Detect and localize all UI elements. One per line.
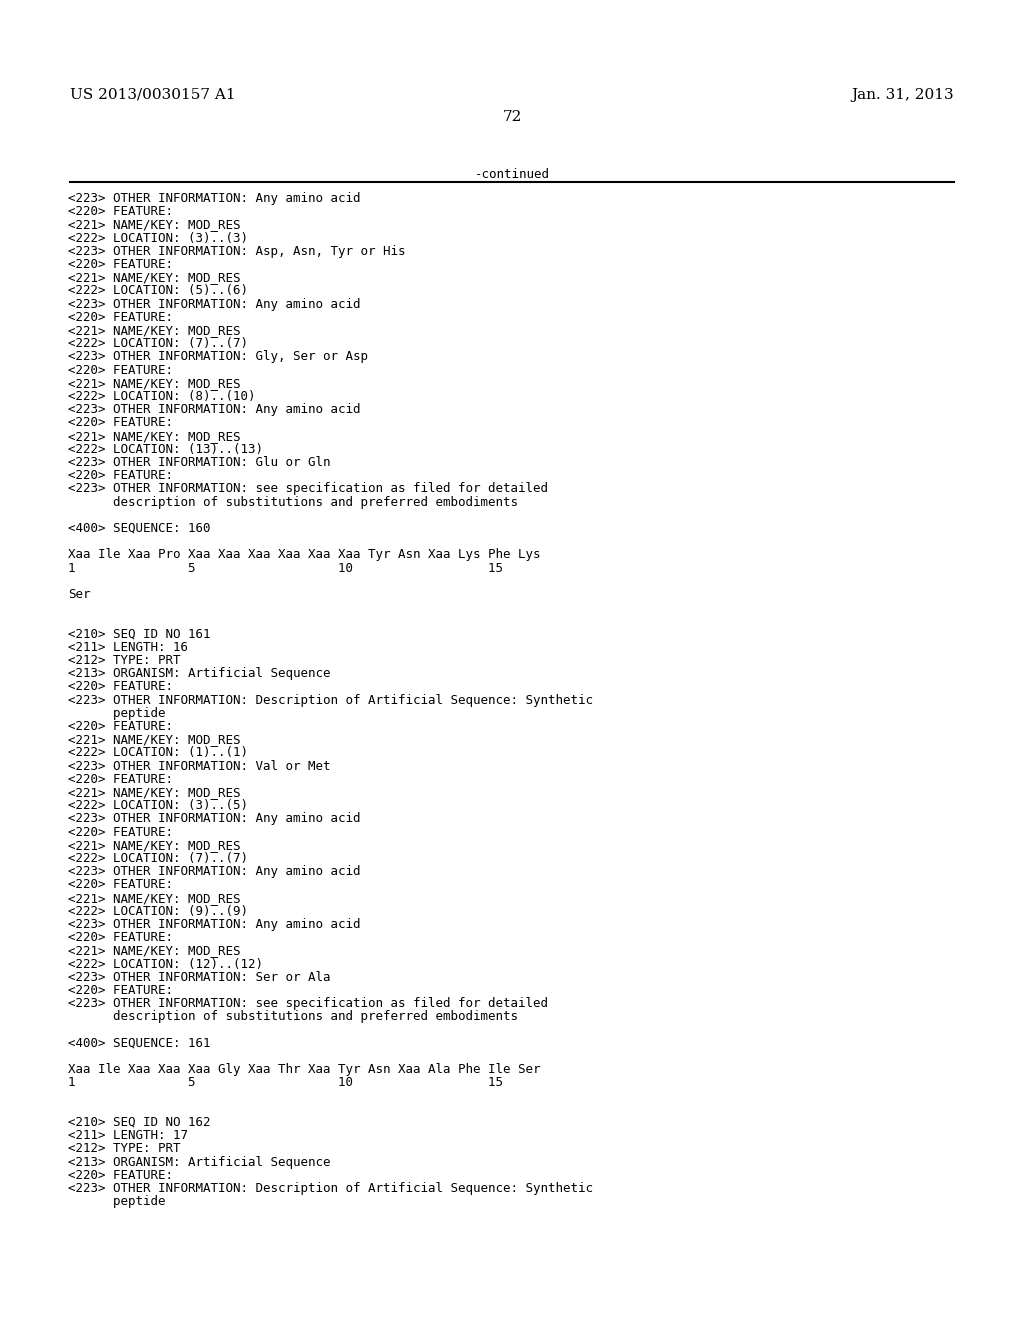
Text: <213> ORGANISM: Artificial Sequence: <213> ORGANISM: Artificial Sequence (68, 667, 331, 680)
Text: <220> FEATURE:: <220> FEATURE: (68, 719, 173, 733)
Text: <221> NAME/KEY: MOD_RES: <221> NAME/KEY: MOD_RES (68, 271, 241, 284)
Text: 72: 72 (503, 110, 521, 124)
Text: Xaa Ile Xaa Xaa Xaa Gly Xaa Thr Xaa Tyr Asn Xaa Ala Phe Ile Ser: Xaa Ile Xaa Xaa Xaa Gly Xaa Thr Xaa Tyr … (68, 1063, 541, 1076)
Text: <223> OTHER INFORMATION: Gly, Ser or Asp: <223> OTHER INFORMATION: Gly, Ser or Asp (68, 350, 368, 363)
Text: <223> OTHER INFORMATION: Val or Met: <223> OTHER INFORMATION: Val or Met (68, 759, 331, 772)
Text: <221> NAME/KEY: MOD_RES: <221> NAME/KEY: MOD_RES (68, 376, 241, 389)
Text: US 2013/0030157 A1: US 2013/0030157 A1 (70, 88, 236, 102)
Text: <223> OTHER INFORMATION: Any amino acid: <223> OTHER INFORMATION: Any amino acid (68, 917, 360, 931)
Text: <223> OTHER INFORMATION: Any amino acid: <223> OTHER INFORMATION: Any amino acid (68, 812, 360, 825)
Text: <223> OTHER INFORMATION: Asp, Asn, Tyr or His: <223> OTHER INFORMATION: Asp, Asn, Tyr o… (68, 244, 406, 257)
Text: <221> NAME/KEY: MOD_RES: <221> NAME/KEY: MOD_RES (68, 785, 241, 799)
Text: <223> OTHER INFORMATION: Any amino acid: <223> OTHER INFORMATION: Any amino acid (68, 403, 360, 416)
Text: <220> FEATURE:: <220> FEATURE: (68, 772, 173, 785)
Text: <223> OTHER INFORMATION: Description of Artificial Sequence: Synthetic: <223> OTHER INFORMATION: Description of … (68, 1181, 593, 1195)
Text: <212> TYPE: PRT: <212> TYPE: PRT (68, 1142, 180, 1155)
Text: <220> FEATURE:: <220> FEATURE: (68, 469, 173, 482)
Text: <211> LENGTH: 17: <211> LENGTH: 17 (68, 1129, 188, 1142)
Text: <223> OTHER INFORMATION: see specification as filed for detailed: <223> OTHER INFORMATION: see specificati… (68, 482, 548, 495)
Text: <220> FEATURE:: <220> FEATURE: (68, 363, 173, 376)
Text: <220> FEATURE:: <220> FEATURE: (68, 983, 173, 997)
Text: <221> NAME/KEY: MOD_RES: <221> NAME/KEY: MOD_RES (68, 891, 241, 904)
Text: <222> LOCATION: (7)..(7): <222> LOCATION: (7)..(7) (68, 337, 248, 350)
Text: <223> OTHER INFORMATION: see specification as filed for detailed: <223> OTHER INFORMATION: see specificati… (68, 997, 548, 1010)
Text: <220> FEATURE:: <220> FEATURE: (68, 205, 173, 218)
Text: description of substitutions and preferred embodiments: description of substitutions and preferr… (68, 1010, 518, 1023)
Text: <221> NAME/KEY: MOD_RES: <221> NAME/KEY: MOD_RES (68, 838, 241, 851)
Text: <220> FEATURE:: <220> FEATURE: (68, 878, 173, 891)
Text: <220> FEATURE:: <220> FEATURE: (68, 416, 173, 429)
Text: peptide: peptide (68, 706, 166, 719)
Text: 1               5                   10                  15: 1 5 10 15 (68, 1076, 503, 1089)
Text: <222> LOCATION: (12)..(12): <222> LOCATION: (12)..(12) (68, 957, 263, 970)
Text: <221> NAME/KEY: MOD_RES: <221> NAME/KEY: MOD_RES (68, 429, 241, 442)
Text: <221> NAME/KEY: MOD_RES: <221> NAME/KEY: MOD_RES (68, 323, 241, 337)
Text: <221> NAME/KEY: MOD_RES: <221> NAME/KEY: MOD_RES (68, 218, 241, 231)
Text: <223> OTHER INFORMATION: Description of Artificial Sequence: Synthetic: <223> OTHER INFORMATION: Description of … (68, 693, 593, 706)
Text: <210> SEQ ID NO 162: <210> SEQ ID NO 162 (68, 1115, 211, 1129)
Text: Xaa Ile Xaa Pro Xaa Xaa Xaa Xaa Xaa Xaa Tyr Asn Xaa Lys Phe Lys: Xaa Ile Xaa Pro Xaa Xaa Xaa Xaa Xaa Xaa … (68, 548, 541, 561)
Text: Jan. 31, 2013: Jan. 31, 2013 (852, 88, 954, 102)
Text: <222> LOCATION: (5)..(6): <222> LOCATION: (5)..(6) (68, 284, 248, 297)
Text: <211> LENGTH: 16: <211> LENGTH: 16 (68, 640, 188, 653)
Text: <221> NAME/KEY: MOD_RES: <221> NAME/KEY: MOD_RES (68, 944, 241, 957)
Text: <400> SEQUENCE: 161: <400> SEQUENCE: 161 (68, 1036, 211, 1049)
Text: description of substitutions and preferred embodiments: description of substitutions and preferr… (68, 495, 518, 508)
Text: <223> OTHER INFORMATION: Any amino acid: <223> OTHER INFORMATION: Any amino acid (68, 297, 360, 310)
Text: <222> LOCATION: (8)..(10): <222> LOCATION: (8)..(10) (68, 389, 256, 403)
Text: <222> LOCATION: (7)..(7): <222> LOCATION: (7)..(7) (68, 851, 248, 865)
Text: <220> FEATURE:: <220> FEATURE: (68, 1168, 173, 1181)
Text: <220> FEATURE:: <220> FEATURE: (68, 680, 173, 693)
Text: <220> FEATURE:: <220> FEATURE: (68, 257, 173, 271)
Text: <210> SEQ ID NO 161: <210> SEQ ID NO 161 (68, 627, 211, 640)
Text: <223> OTHER INFORMATION: Glu or Gln: <223> OTHER INFORMATION: Glu or Gln (68, 455, 331, 469)
Text: <222> LOCATION: (3)..(3): <222> LOCATION: (3)..(3) (68, 231, 248, 244)
Text: 1               5                   10                  15: 1 5 10 15 (68, 561, 503, 574)
Text: Ser: Ser (68, 587, 90, 601)
Text: <222> LOCATION: (9)..(9): <222> LOCATION: (9)..(9) (68, 904, 248, 917)
Text: <213> ORGANISM: Artificial Sequence: <213> ORGANISM: Artificial Sequence (68, 1155, 331, 1168)
Text: <220> FEATURE:: <220> FEATURE: (68, 931, 173, 944)
Text: <223> OTHER INFORMATION: Ser or Ala: <223> OTHER INFORMATION: Ser or Ala (68, 970, 331, 983)
Text: <222> LOCATION: (13)..(13): <222> LOCATION: (13)..(13) (68, 442, 263, 455)
Text: <221> NAME/KEY: MOD_RES: <221> NAME/KEY: MOD_RES (68, 733, 241, 746)
Text: peptide: peptide (68, 1195, 166, 1208)
Text: <400> SEQUENCE: 160: <400> SEQUENCE: 160 (68, 521, 211, 535)
Text: <222> LOCATION: (1)..(1): <222> LOCATION: (1)..(1) (68, 746, 248, 759)
Text: <223> OTHER INFORMATION: Any amino acid: <223> OTHER INFORMATION: Any amino acid (68, 865, 360, 878)
Text: <222> LOCATION: (3)..(5): <222> LOCATION: (3)..(5) (68, 799, 248, 812)
Text: -continued: -continued (474, 168, 550, 181)
Text: <212> TYPE: PRT: <212> TYPE: PRT (68, 653, 180, 667)
Text: <220> FEATURE:: <220> FEATURE: (68, 310, 173, 323)
Text: <223> OTHER INFORMATION: Any amino acid: <223> OTHER INFORMATION: Any amino acid (68, 191, 360, 205)
Text: <220> FEATURE:: <220> FEATURE: (68, 825, 173, 838)
